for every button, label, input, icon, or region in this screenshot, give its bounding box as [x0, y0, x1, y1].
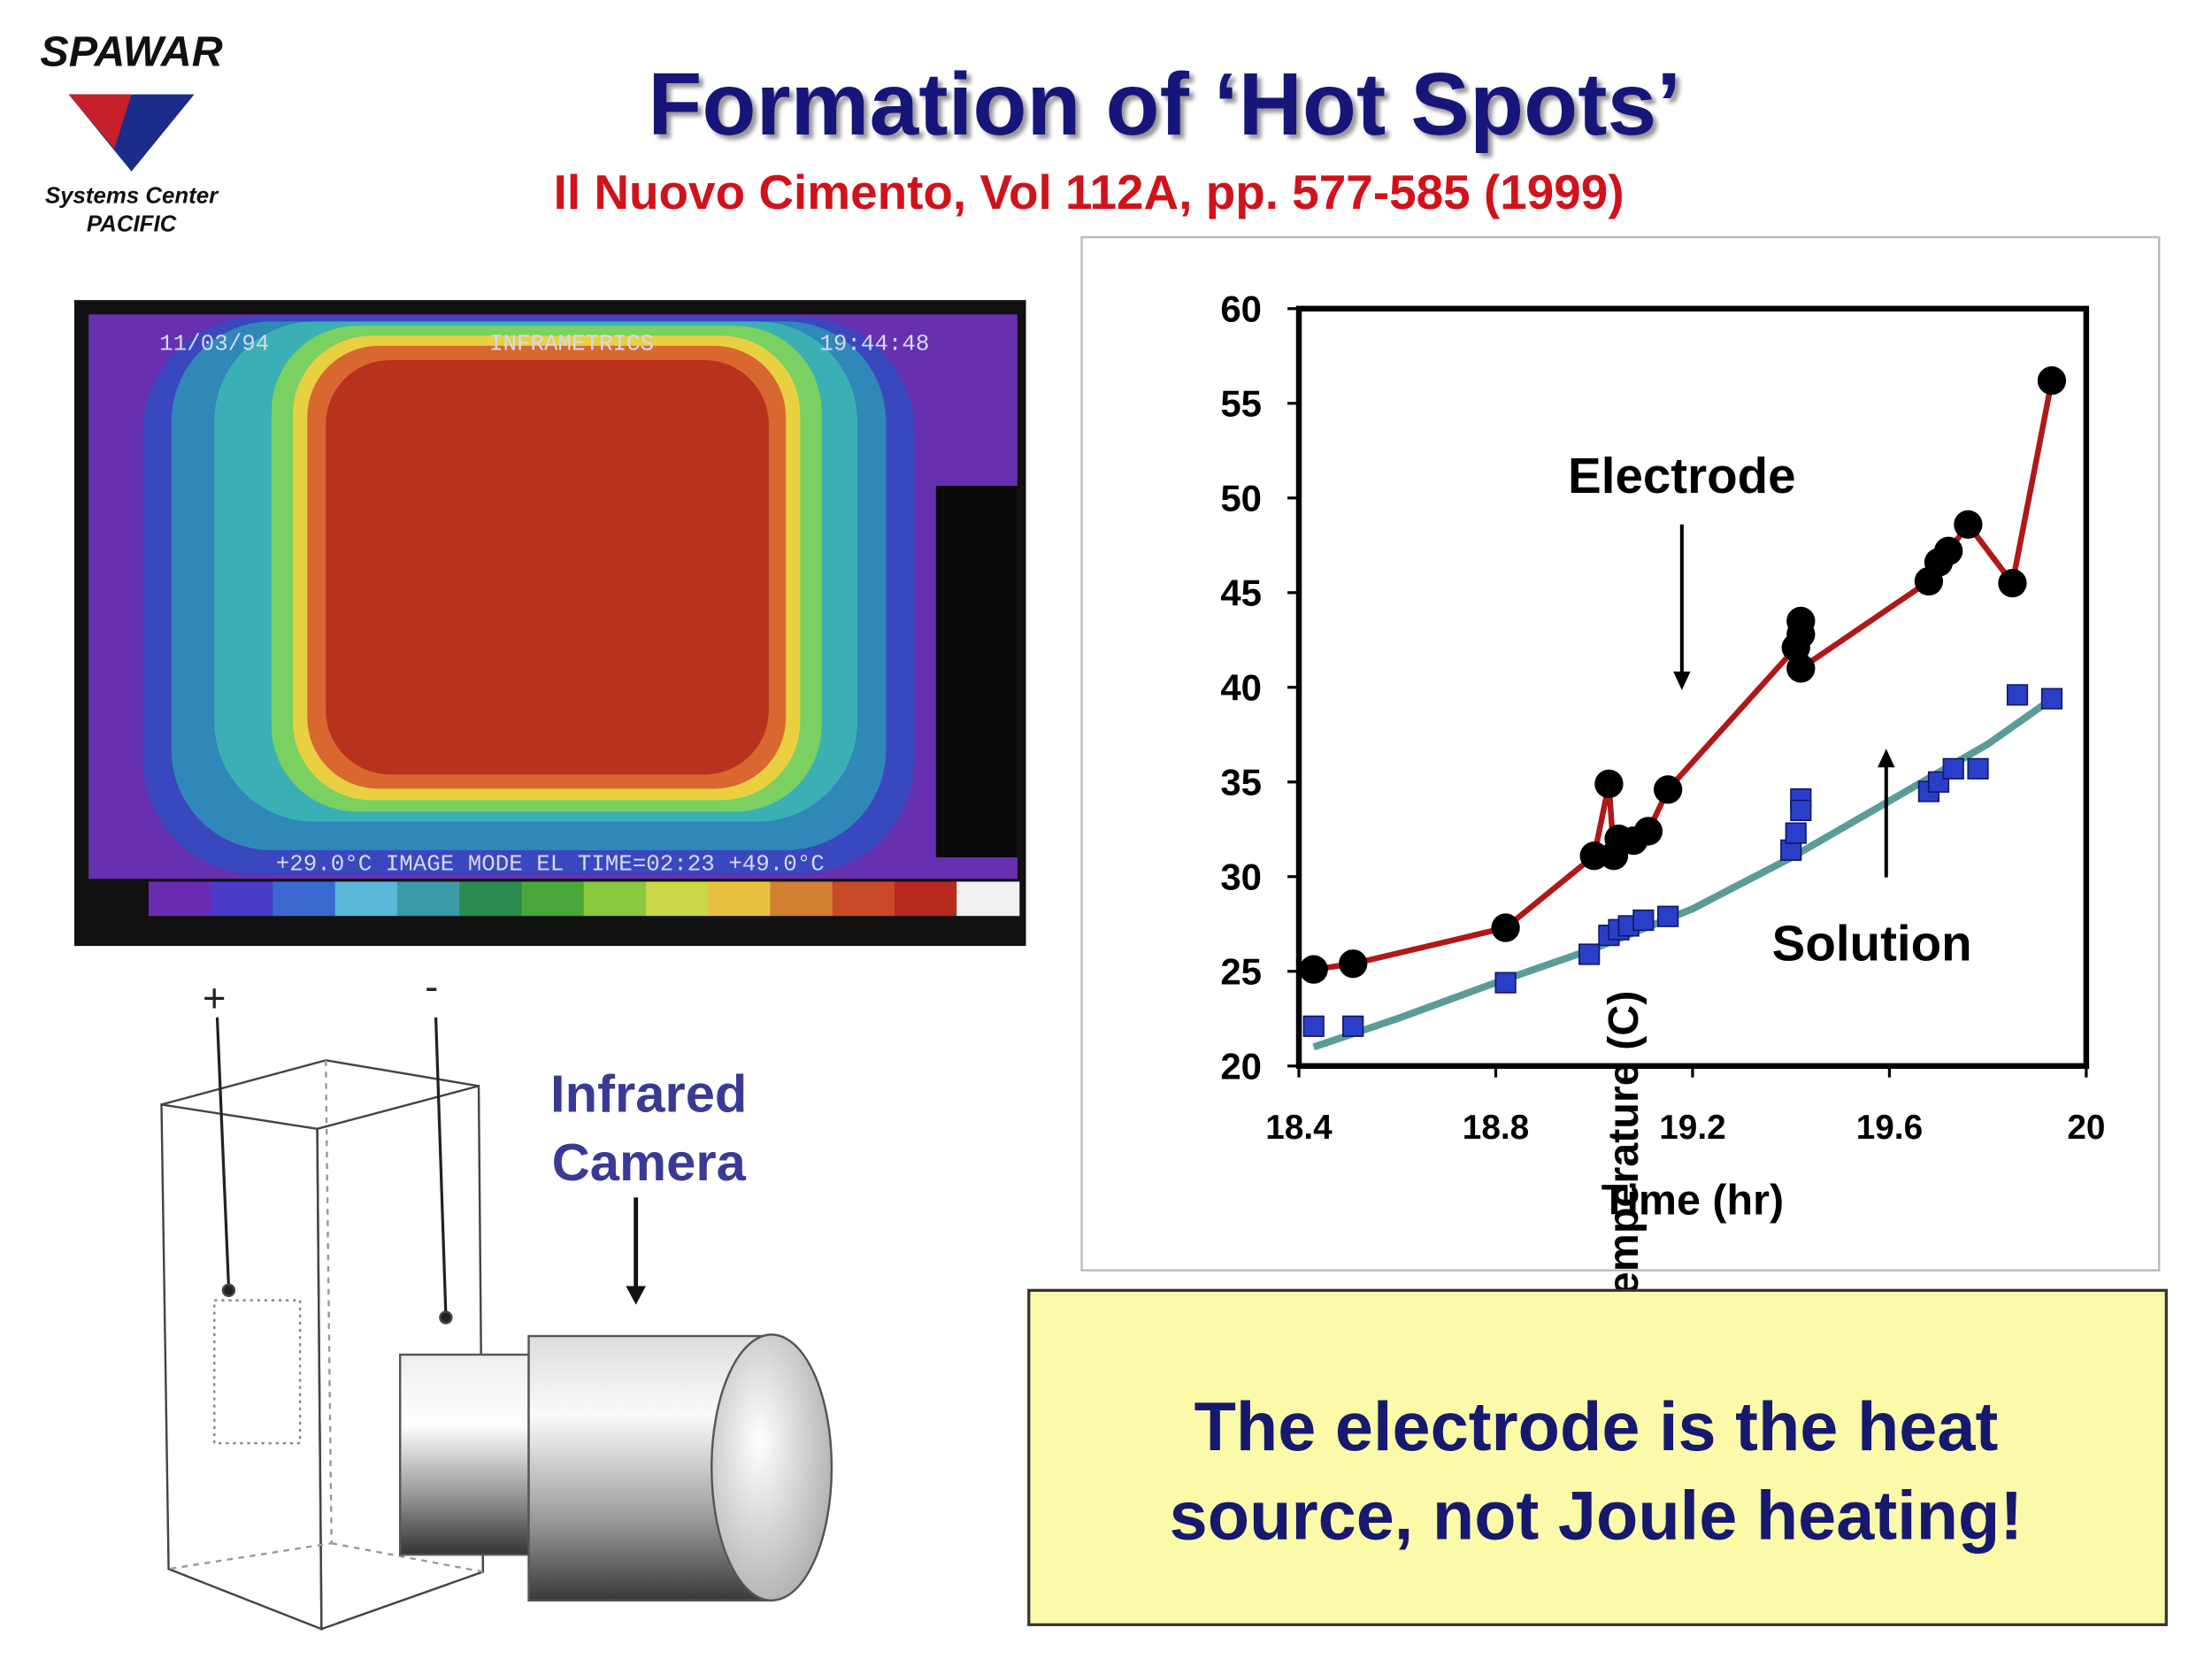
color-swatch [148, 881, 212, 917]
annotation: Electrode [1568, 448, 1796, 503]
color-swatch [956, 881, 1020, 917]
color-swatch [211, 881, 274, 917]
chart: 20 25 30 35 40 45 50 55 60 18.4 18.8 19.2 19.6 20 Time… [1220, 288, 2105, 1318]
marker [1491, 913, 1520, 942]
x-axis-label: Time (hr) [1601, 1177, 1784, 1225]
image-text: 19:44:48 [819, 331, 929, 357]
x-tick-label: 19.6 [1856, 1109, 1923, 1147]
marker [1494, 972, 1517, 994]
chart-frame [1080, 235, 2161, 1271]
marker [1934, 536, 1963, 565]
marker [1785, 822, 1807, 844]
y-tick-label: 35 [1220, 761, 1262, 803]
logo-text: PACIFIC [87, 212, 177, 237]
color-swatch [832, 881, 895, 917]
y-tick-label: 55 [1220, 382, 1262, 424]
marker [2037, 366, 2067, 396]
marker [1967, 757, 1989, 780]
logo-name: SPAWAR [40, 27, 222, 75]
y-tick-label: 45 [1220, 572, 1262, 613]
marker [1299, 955, 1328, 984]
camera-label: Camera [552, 1133, 747, 1192]
marker [1578, 943, 1601, 965]
annotation: Solution [1772, 915, 1972, 971]
camera-label: Infrared [550, 1064, 747, 1123]
arrow-head [1673, 672, 1691, 691]
image-text: +29.0°C IMAGE MODE EL TIME=02:23 +49.0°C [276, 851, 825, 878]
color-swatch [396, 881, 461, 917]
marker [1339, 949, 1368, 979]
x-tick-label: 18.8 [1463, 1109, 1529, 1147]
electrode-sign: - [425, 964, 438, 1009]
image-text: 11/03/94 [159, 331, 269, 357]
marker [1998, 568, 2027, 598]
plot-frame [1295, 305, 2090, 1070]
color-swatch [459, 881, 523, 917]
color-swatch [645, 881, 710, 917]
image-text: INFRAMETRICS [489, 331, 654, 357]
y-tick-label: 40 [1220, 666, 1262, 708]
callout-box [1027, 1288, 2168, 1626]
color-swatch [583, 881, 647, 917]
logo-shape [68, 94, 132, 149]
color-bar [148, 881, 1020, 917]
marker [1657, 905, 1679, 927]
marker [1633, 817, 1663, 846]
x-tick-label: 19.2 [1659, 1109, 1725, 1147]
color-swatch [770, 881, 833, 917]
y-tick-label: 20 [1220, 1045, 1262, 1087]
subtitle: Il Nuovo Cimento, Vol 112A, pp. 577-585 … [554, 165, 1624, 219]
marker [1790, 799, 1812, 822]
color-swatch [894, 881, 958, 917]
marker [1942, 757, 1964, 780]
x-tick-label: 20 [2067, 1109, 2105, 1147]
logo-text: Systems Center [45, 183, 219, 208]
color-swatch [334, 881, 398, 917]
y-tick-label: 60 [1220, 288, 1262, 329]
callout-text: source, not Joule heating! [1170, 1478, 2024, 1554]
marker [1786, 654, 1816, 683]
color-swatch [521, 881, 585, 917]
marker [1786, 619, 1816, 649]
marker [1342, 1015, 1364, 1037]
cell-diagram [160, 1017, 833, 1631]
marker [1302, 1015, 1325, 1037]
marker [2006, 684, 2029, 706]
x-tick-label: 18.4 [1265, 1109, 1333, 1147]
marker [2040, 687, 2063, 710]
y-tick-label: 50 [1220, 477, 1262, 518]
callout-text: The electrode is the heat [1194, 1389, 1999, 1465]
thermal-image: 11/03/94 INFRAMETRICS 19:44:48 +29.0°C I… [73, 300, 1026, 947]
marker [1579, 841, 1609, 871]
color-swatch [273, 881, 336, 917]
marker [1653, 775, 1683, 804]
color-swatch [708, 881, 772, 917]
y-tick-label: 25 [1220, 950, 1262, 992]
arrow-head [1878, 749, 1895, 768]
marker [1954, 510, 1983, 539]
y-axis-label: Temperature (C) [1600, 991, 1647, 1319]
electrode-sign: + [203, 975, 226, 1020]
arrow-head [626, 1286, 646, 1305]
marker [1632, 909, 1655, 932]
y-tick-label: 30 [1220, 856, 1262, 897]
marker [1594, 769, 1624, 799]
title: Formation of ‘Hot Spots’ [648, 55, 1681, 154]
